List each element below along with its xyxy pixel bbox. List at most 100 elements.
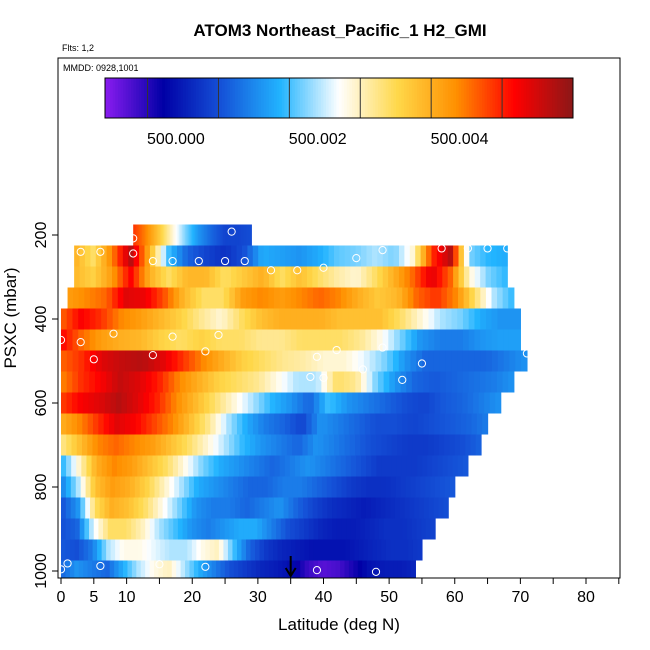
heatmap-cell-5-2 xyxy=(72,329,79,351)
heatmap-cell-8-34 xyxy=(247,392,254,414)
heatmap-cell-2-33 xyxy=(252,266,259,288)
heatmap-cell-7-26 xyxy=(208,371,215,393)
heatmap-cell-14-1 xyxy=(65,518,71,540)
heatmap-cell-2-22 xyxy=(193,266,200,288)
heatmap-cell-13-39 xyxy=(249,497,256,519)
heatmap-cell-0-14 xyxy=(153,224,156,246)
heatmap-cell-1-39 xyxy=(285,245,292,267)
heatmap-cell-3-72 xyxy=(469,287,476,309)
heatmap-cell-11-9 xyxy=(106,455,113,477)
heatmap-cell-13-11 xyxy=(114,497,120,519)
heatmap-cell-13-60 xyxy=(351,497,357,519)
heatmap-cell-10-30 xyxy=(218,434,225,456)
x-axis: 0 5 10 20 30 40 50 60 70 80 xyxy=(57,578,620,606)
sample-point-38 xyxy=(96,561,105,571)
heatmap-cell-14-23 xyxy=(168,518,174,540)
heatmap-cell-6-0 xyxy=(61,350,68,372)
heatmap-cell-4-31 xyxy=(239,308,246,330)
heatmap-cell-7-8 xyxy=(106,371,113,393)
colorbar-seg-0 xyxy=(105,78,109,118)
heatmap-cell-12-76 xyxy=(435,476,441,498)
heatmap-cell-7-64 xyxy=(423,371,430,393)
heatmap-cell-10-9 xyxy=(108,434,115,456)
heatmap-cell-1-26 xyxy=(214,245,221,267)
heatmap-cell-14-74 xyxy=(407,518,413,540)
heatmap-cell-2-45 xyxy=(317,266,324,288)
heatmap-cell-8-42 xyxy=(291,392,298,414)
heatmap-cell-6-7 xyxy=(101,350,109,372)
heatmap-cell-4-15 xyxy=(147,308,154,330)
colorbar-seg-65 xyxy=(274,78,278,118)
heatmap-cell-11-64 xyxy=(386,455,393,477)
heatmap-cell-4-68 xyxy=(451,308,458,330)
heatmap-cell-2-50 xyxy=(344,266,351,288)
heatmap-cell-10-32 xyxy=(229,434,235,456)
colorbar-seg-31 xyxy=(185,78,189,118)
heatmap-cell-0-63 xyxy=(226,224,229,246)
heatmap-cell-4-58 xyxy=(394,308,401,330)
heatmap-cell-4-71 xyxy=(468,308,476,330)
heatmap-cell-9-50 xyxy=(327,413,334,435)
heatmap-cell-9-32 xyxy=(231,413,238,435)
heatmap-cell-7-30 xyxy=(230,371,238,393)
heatmap-cell-13-10 xyxy=(109,497,115,519)
heatmap-cell-10-56 xyxy=(355,434,361,456)
heatmap-cell-7-44 xyxy=(310,371,317,393)
heatmap-cell-13-75 xyxy=(423,497,430,519)
heatmap-cell-15-61 xyxy=(336,539,342,561)
heatmap-cell-2-14 xyxy=(149,266,156,288)
heatmap-cell-0-5 xyxy=(140,224,143,246)
heatmap-cell-9-36 xyxy=(252,413,259,435)
heatmap-cell-1-65 xyxy=(426,245,433,267)
heatmap-cell-13-56 xyxy=(332,497,338,519)
colorbar-seg-162 xyxy=(526,78,530,118)
heatmap-cell-11-73 xyxy=(432,455,438,477)
heatmap-cell-6-47 xyxy=(334,350,342,372)
heatmap-cell-13-9 xyxy=(104,497,110,519)
heatmap-cell-16-24 xyxy=(167,560,173,578)
heatmap-cell-2-7 xyxy=(112,266,119,288)
heatmap-cell-7-20 xyxy=(174,371,181,393)
heatmap-cell-13-38 xyxy=(244,497,251,519)
heatmap-cell-0-64 xyxy=(227,224,230,246)
colorbar-seg-87 xyxy=(331,78,335,118)
heatmap-cell-16-48 xyxy=(273,560,279,578)
heatmap-cell-9-39 xyxy=(268,413,275,435)
heatmap-cell-1-29 xyxy=(231,245,238,267)
heatmap-cell-14-27 xyxy=(187,518,193,540)
heatmap-cell-9-65 xyxy=(407,413,414,435)
heatmap-cell-13-54 xyxy=(322,497,328,519)
heatmap-cell-9-20 xyxy=(167,413,174,435)
colorbar-seg-159 xyxy=(518,78,522,118)
heatmap-cell-1-20 xyxy=(182,245,189,267)
colorbar-seg-145 xyxy=(482,78,486,118)
heatmap-cell-8-78 xyxy=(489,392,496,414)
heatmap-cell-13-72 xyxy=(409,497,415,519)
heatmap-cell-0-6 xyxy=(142,224,145,246)
colorbar-seg-104 xyxy=(375,78,379,118)
heatmap-cell-8-56 xyxy=(368,392,375,414)
heatmap-cell-5-61 xyxy=(411,329,418,351)
heatmap-cell-12-34 xyxy=(228,476,234,498)
heatmap-cell-6-50 xyxy=(352,350,359,372)
heatmap-cell-13-25 xyxy=(182,497,188,519)
heatmap-cell-9-64 xyxy=(402,413,409,435)
heatmap-cell-0-10 xyxy=(147,224,151,246)
heatmap-cell-13-29 xyxy=(201,497,207,519)
colorbar-seg-170 xyxy=(547,78,551,118)
heatmap-cell-4-4 xyxy=(83,308,91,330)
heatmap-cell-14-71 xyxy=(392,518,399,540)
heatmap-cell-16-78 xyxy=(406,560,412,578)
colorbar-seg-115 xyxy=(404,78,408,118)
sample-points xyxy=(56,227,532,576)
sample-point-31 xyxy=(312,352,322,361)
heatmap-cell-12-3 xyxy=(75,476,82,498)
heatmap-cell-14-36 xyxy=(229,518,235,540)
heatmap-cell-12-78 xyxy=(444,476,451,498)
heatmap-cell-11-27 xyxy=(198,455,205,477)
heatmap-cell-13-65 xyxy=(375,497,382,519)
heatmap-cell-16-51 xyxy=(286,560,292,578)
heatmap-cell-16-30 xyxy=(193,560,199,578)
heatmap-cell-12-77 xyxy=(439,476,446,498)
heatmap-cell-3-59 xyxy=(396,287,403,309)
